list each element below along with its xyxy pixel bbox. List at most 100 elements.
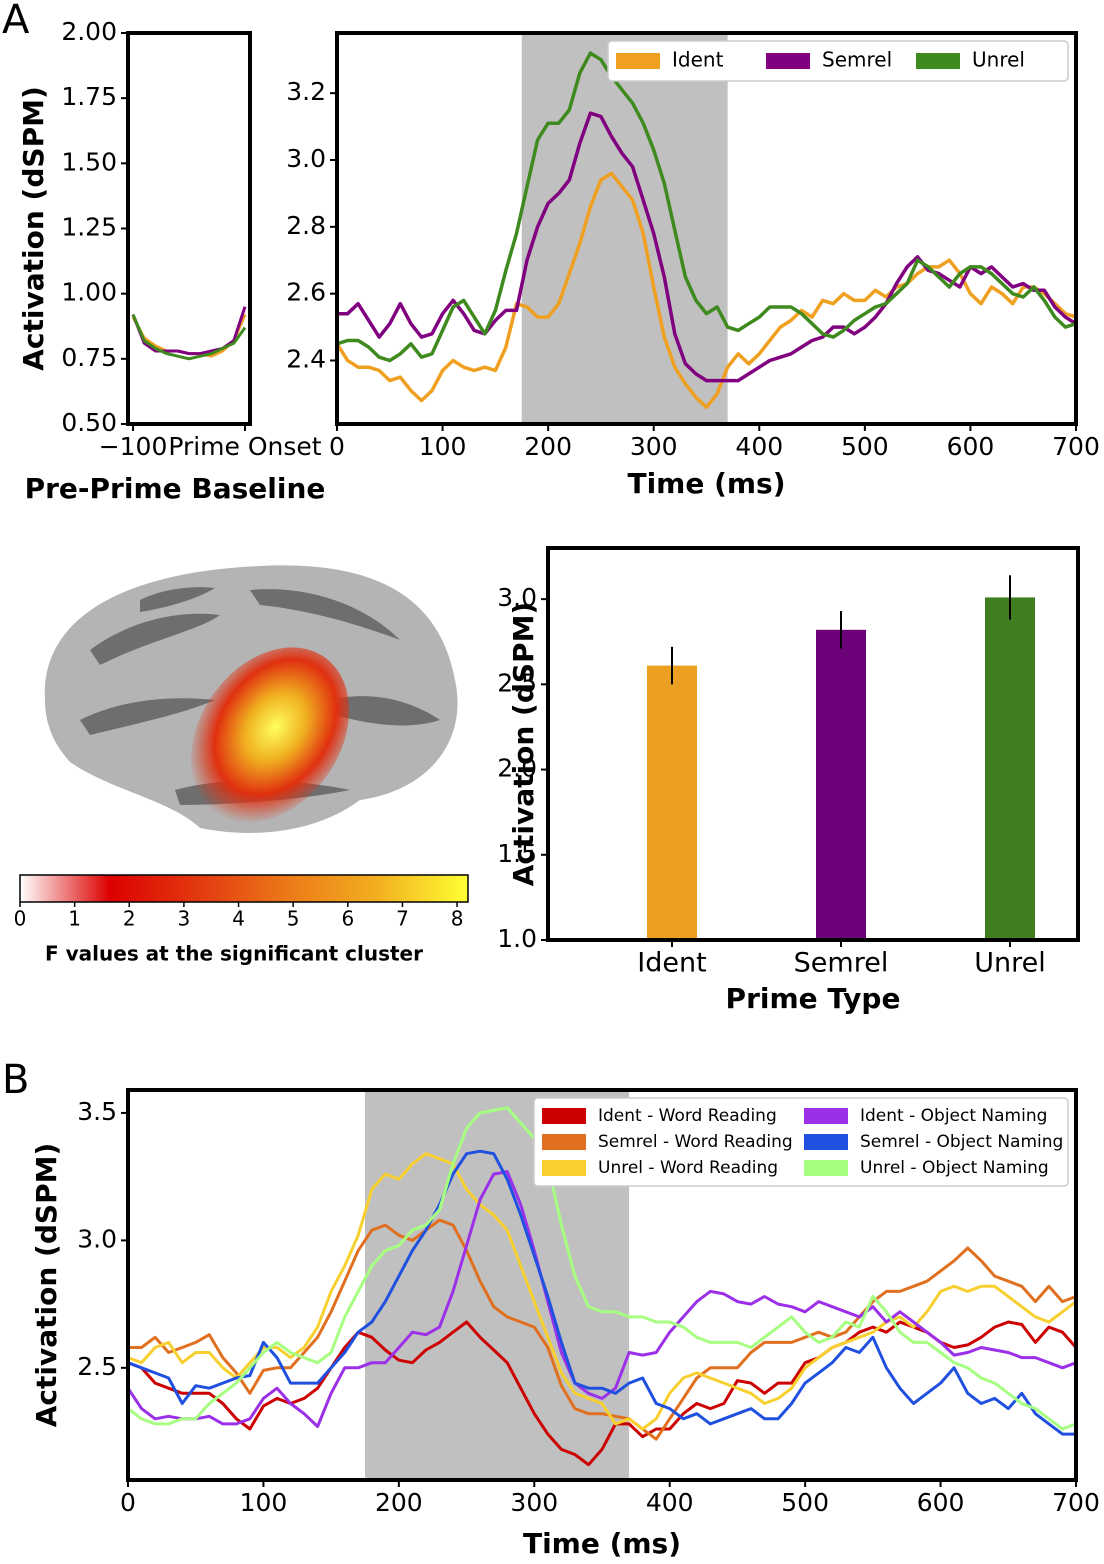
series-line bbox=[127, 1149, 1076, 1436]
x-tick-label: 2 bbox=[123, 907, 136, 931]
y-tick-label: 1.00 bbox=[61, 278, 117, 307]
y-tick-label: 1.5 bbox=[497, 839, 537, 868]
panel-label: B bbox=[2, 1057, 29, 1103]
series-line bbox=[127, 1320, 1078, 1467]
y-axis-label: Activation (dSPM) bbox=[30, 1143, 63, 1427]
sulcus bbox=[140, 587, 215, 612]
y-tick-label: 0.75 bbox=[61, 343, 117, 372]
series-line bbox=[127, 1106, 1077, 1431]
x-tick-label: Ident bbox=[637, 948, 706, 979]
bar bbox=[647, 665, 697, 940]
sulcus bbox=[250, 589, 400, 640]
bar bbox=[985, 597, 1035, 940]
x-tick-label: 100 bbox=[240, 1488, 288, 1517]
legend-swatch bbox=[542, 1160, 586, 1176]
plot-frame bbox=[126, 31, 252, 426]
y-axis-label: Activation (dSPM) bbox=[17, 86, 50, 370]
y-tick-label: 3.0 bbox=[497, 583, 537, 612]
sulcus bbox=[80, 698, 215, 735]
legend-label: Semrel - Object Naming bbox=[860, 1132, 1063, 1152]
x-tick-label: 300 bbox=[630, 432, 678, 461]
plot-frame bbox=[546, 546, 1080, 942]
x-axis-label: Time (ms) bbox=[523, 1527, 681, 1560]
x-axis-label: Time (ms) bbox=[627, 467, 785, 500]
sulcus bbox=[330, 696, 440, 726]
y-tick-label: 3.0 bbox=[77, 1224, 117, 1253]
x-tick-label: 200 bbox=[375, 1488, 423, 1517]
y-tick-label: 1.50 bbox=[61, 147, 117, 176]
x-axis-label: Pre-Prime Baseline bbox=[25, 472, 326, 505]
x-tick-label: 0 bbox=[120, 1488, 136, 1517]
y-tick-label: 3.0 bbox=[286, 144, 326, 173]
legend-label: Semrel bbox=[822, 48, 892, 72]
legend-swatch bbox=[542, 1108, 586, 1124]
legend-box bbox=[607, 40, 1069, 82]
series-line bbox=[336, 51, 1077, 363]
x-tick-label: 500 bbox=[841, 432, 889, 461]
legend-swatch bbox=[804, 1160, 848, 1176]
x-tick-label: Unrel bbox=[974, 948, 1046, 979]
x-tick-label: 6 bbox=[341, 907, 354, 931]
legend-swatch bbox=[916, 53, 960, 69]
series-line bbox=[335, 171, 1077, 410]
legend-label: Ident - Word Reading bbox=[598, 1106, 777, 1126]
panel-label: A bbox=[2, 0, 30, 43]
x-tick-label: 3 bbox=[178, 907, 191, 931]
x-tick-label: 7 bbox=[396, 907, 409, 931]
plot-frame bbox=[126, 1088, 1078, 1482]
y-tick-label: 2.4 bbox=[286, 345, 326, 374]
legend-swatch bbox=[804, 1134, 848, 1150]
legend-label: Ident bbox=[672, 48, 724, 72]
legend-swatch bbox=[804, 1108, 848, 1124]
series-line bbox=[131, 313, 247, 361]
x-tick-label: 0 bbox=[14, 907, 27, 931]
sulcus bbox=[90, 613, 220, 665]
x-tick-label: 400 bbox=[646, 1488, 694, 1517]
series-line bbox=[126, 1170, 1077, 1428]
x-axis-label: Prime Type bbox=[726, 982, 901, 1015]
series-line bbox=[128, 1218, 1077, 1441]
legend-label: Unrel bbox=[972, 48, 1025, 72]
x-tick-label: 1 bbox=[68, 907, 81, 931]
y-tick-label: 2.0 bbox=[497, 754, 537, 783]
x-tick-label: 4 bbox=[232, 907, 245, 931]
y-tick-label: 1.0 bbox=[497, 924, 537, 953]
x-tick-label: 300 bbox=[510, 1488, 558, 1517]
x-tick-label: −100 bbox=[99, 432, 168, 461]
y-tick-label: 3.2 bbox=[286, 77, 326, 106]
y-tick-label: 2.5 bbox=[497, 668, 537, 697]
legend-label: Unrel - Object Naming bbox=[860, 1158, 1049, 1178]
y-tick-label: 0.50 bbox=[61, 408, 117, 437]
plot-frame bbox=[335, 31, 1078, 426]
legend-swatch bbox=[616, 53, 660, 69]
series-line bbox=[131, 313, 247, 358]
x-tick-label: Prime Onset bbox=[168, 432, 321, 461]
y-tick-label: 2.5 bbox=[77, 1352, 117, 1381]
legend-box bbox=[533, 1097, 1069, 1187]
x-tick-label: Semrel bbox=[794, 948, 889, 979]
legend-swatch bbox=[542, 1134, 586, 1150]
x-tick-label: 5 bbox=[287, 907, 300, 931]
y-tick-label: 2.8 bbox=[286, 211, 326, 240]
x-tick-label: 0 bbox=[329, 432, 345, 461]
x-tick-label: 200 bbox=[524, 432, 572, 461]
series-line bbox=[127, 1152, 1077, 1431]
bar bbox=[816, 629, 866, 940]
x-tick-label: 600 bbox=[917, 1488, 965, 1517]
brain-surface bbox=[44, 565, 458, 833]
x-tick-label: 700 bbox=[1052, 1488, 1100, 1517]
x-tick-label: 500 bbox=[781, 1488, 829, 1517]
legend-label: Ident - Object Naming bbox=[860, 1106, 1047, 1126]
x-tick-label: 100 bbox=[419, 432, 467, 461]
colorbar-label: F values at the significant cluster bbox=[45, 942, 423, 966]
colorbar bbox=[19, 874, 469, 903]
legend-label: Unrel - Word Reading bbox=[598, 1158, 778, 1178]
y-axis-label: Activation (dSPM) bbox=[507, 602, 540, 886]
legend-label: Semrel - Word Reading bbox=[598, 1132, 793, 1152]
y-tick-label: 1.25 bbox=[61, 213, 117, 242]
shaded-window bbox=[521, 33, 728, 424]
y-tick-label: 3.5 bbox=[77, 1097, 117, 1126]
x-tick-label: 8 bbox=[451, 907, 464, 931]
